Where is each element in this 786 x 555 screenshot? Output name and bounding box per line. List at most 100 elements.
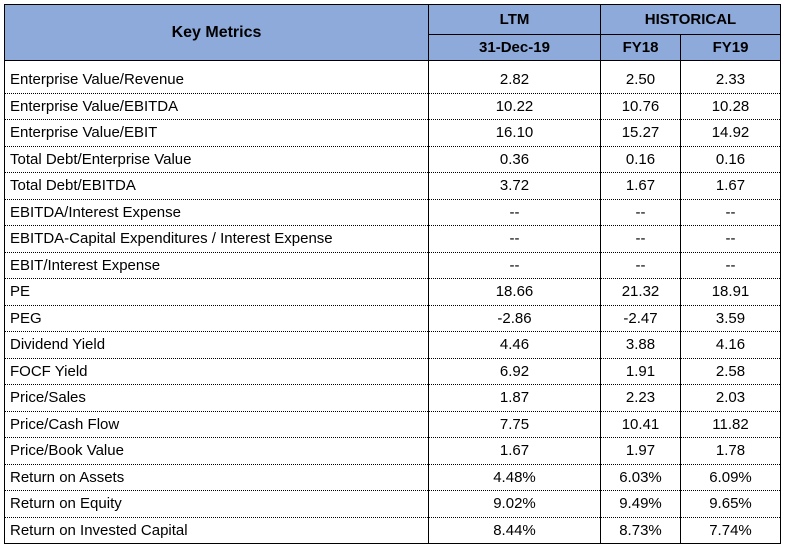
table-row: PEG -2.86 -2.47 3.59 <box>4 305 781 332</box>
fy19-value: -- <box>680 225 781 253</box>
metric-label: Dividend Yield <box>4 331 429 359</box>
metric-label: Return on Equity <box>4 490 429 518</box>
table-row: EBITDA/Interest Expense -- -- -- <box>4 199 781 226</box>
metric-label: Total Debt/EBITDA <box>4 172 429 200</box>
table-row: Total Debt/EBITDA 3.72 1.67 1.67 <box>4 172 781 200</box>
fy19-value: 10.28 <box>680 93 781 120</box>
ltm-value: 18.66 <box>428 278 601 306</box>
header-spacer <box>4 60 781 67</box>
ltm-value: 8.44% <box>428 517 601 544</box>
ltm-value: 16.10 <box>428 119 601 147</box>
table-row: Price/Cash Flow 7.75 10.41 11.82 <box>4 411 781 438</box>
fy18-value: -- <box>600 225 681 253</box>
fy19-value: 18.91 <box>680 278 781 306</box>
fy19-header: FY19 <box>680 34 781 61</box>
key-metrics-title: Key Metrics <box>4 4 429 61</box>
ltm-value: 1.67 <box>428 437 601 465</box>
metric-label: Return on Invested Capital <box>4 517 429 544</box>
ltm-value: -- <box>428 225 601 253</box>
table-row: EBITDA-Capital Expenditures / Interest E… <box>4 225 781 253</box>
metric-label: Return on Assets <box>4 464 429 491</box>
fy18-value: 1.97 <box>600 437 681 465</box>
fy19-value: 2.03 <box>680 384 781 412</box>
metric-label: Price/Sales <box>4 384 429 412</box>
fy18-value: 9.49% <box>600 490 681 518</box>
table-row: Return on Assets 4.48% 6.03% 6.09% <box>4 464 781 491</box>
ltm-value: 9.02% <box>428 490 601 518</box>
fy19-value: 4.16 <box>680 331 781 359</box>
fy18-value: -- <box>600 199 681 226</box>
fy18-value: 8.73% <box>600 517 681 544</box>
table-row: Dividend Yield 4.46 3.88 4.16 <box>4 331 781 359</box>
metric-label: Enterprise Value/EBIT <box>4 119 429 147</box>
ltm-value: 2.82 <box>428 67 601 94</box>
ltm-value: 7.75 <box>428 411 601 438</box>
table-row: Enterprise Value/EBITDA 10.22 10.76 10.28 <box>4 93 781 120</box>
fy18-header: FY18 <box>600 34 681 61</box>
table-row: Price/Book Value 1.67 1.97 1.78 <box>4 437 781 465</box>
fy18-value: 10.41 <box>600 411 681 438</box>
fy18-value: 15.27 <box>600 119 681 147</box>
fy19-value: 1.78 <box>680 437 781 465</box>
metric-label: Price/Cash Flow <box>4 411 429 438</box>
fy18-value: 0.16 <box>600 146 681 173</box>
key-metrics-table: Key Metrics LTM HISTORICAL 31-Dec-19 FY1… <box>4 4 781 544</box>
metric-label: PEG <box>4 305 429 332</box>
fy18-value: 10.76 <box>600 93 681 120</box>
fy18-value: -2.47 <box>600 305 681 332</box>
header-row-top: Key Metrics LTM HISTORICAL <box>4 4 781 61</box>
ltm-value: 4.46 <box>428 331 601 359</box>
ltm-value: 10.22 <box>428 93 601 120</box>
fy18-value: 1.91 <box>600 358 681 385</box>
historical-header: HISTORICAL <box>600 4 781 35</box>
fy19-value: 11.82 <box>680 411 781 438</box>
fy19-value: 2.58 <box>680 358 781 385</box>
watermark <box>588 546 778 555</box>
ltm-value: -- <box>428 252 601 279</box>
ltm-value: 0.36 <box>428 146 601 173</box>
ltm-value: -2.86 <box>428 305 601 332</box>
fy19-value: 3.59 <box>680 305 781 332</box>
ltm-value: 6.92 <box>428 358 601 385</box>
fy18-value: 2.50 <box>600 67 681 94</box>
ltm-value: -- <box>428 199 601 226</box>
metrics-body: Enterprise Value/Revenue 2.82 2.50 2.33 Ente… <box>4 67 781 544</box>
fy18-value: 3.88 <box>600 331 681 359</box>
table-row: Return on Invested Capital 8.44% 8.73% 7.74… <box>4 517 781 544</box>
ltm-date-header: 31-Dec-19 <box>428 34 601 61</box>
fy18-value: 6.03% <box>600 464 681 491</box>
fy18-value: -- <box>600 252 681 279</box>
fy19-value: 14.92 <box>680 119 781 147</box>
metric-label: Price/Book Value <box>4 437 429 465</box>
table-row: PE 18.66 21.32 18.91 <box>4 278 781 306</box>
header-row-bottom: 31-Dec-19 FY18 FY19 <box>5 34 781 61</box>
metric-label: PE <box>4 278 429 306</box>
table-row: FOCF Yield 6.92 1.91 2.58 <box>4 358 781 385</box>
metric-label: Total Debt/Enterprise Value <box>4 146 429 173</box>
fy19-value: 1.67 <box>680 172 781 200</box>
fy18-value: 21.32 <box>600 278 681 306</box>
fy19-value: -- <box>680 199 781 226</box>
metric-label: Enterprise Value/Revenue <box>4 67 429 94</box>
fy19-value: 2.33 <box>680 67 781 94</box>
ltm-value: 4.48% <box>428 464 601 491</box>
metric-label: FOCF Yield <box>4 358 429 385</box>
ltm-value: 3.72 <box>428 172 601 200</box>
metric-label: Enterprise Value/EBITDA <box>4 93 429 120</box>
fy19-value: 9.65% <box>680 490 781 518</box>
fy19-value: 6.09% <box>680 464 781 491</box>
fy18-value: 1.67 <box>600 172 681 200</box>
metric-label: EBITDA/Interest Expense <box>4 199 429 226</box>
table-row: Price/Sales 1.87 2.23 2.03 <box>4 384 781 412</box>
fy19-value: 0.16 <box>680 146 781 173</box>
table-row: Return on Equity 9.02% 9.49% 9.65% <box>4 490 781 518</box>
table-row: Enterprise Value/EBIT 16.10 15.27 14.92 <box>4 119 781 147</box>
table-row: Enterprise Value/Revenue 2.82 2.50 2.33 <box>4 67 781 94</box>
metric-label: EBITDA-Capital Expenditures / Interest E… <box>4 225 429 253</box>
ltm-header: LTM <box>428 4 601 35</box>
table-row: EBIT/Interest Expense -- -- -- <box>4 252 781 279</box>
table-row: Total Debt/Enterprise Value 0.36 0.16 0.16 <box>4 146 781 173</box>
fy18-value: 2.23 <box>600 384 681 412</box>
fy19-value: 7.74% <box>680 517 781 544</box>
fy19-value: -- <box>680 252 781 279</box>
